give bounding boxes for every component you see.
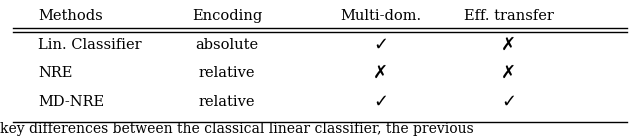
Text: MD-NRE: MD-NRE xyxy=(38,95,104,109)
Text: ✓: ✓ xyxy=(373,36,388,54)
Text: Eff. transfer: Eff. transfer xyxy=(464,9,554,23)
Text: ✓: ✓ xyxy=(501,93,516,111)
Text: ✓: ✓ xyxy=(373,93,388,111)
Text: Methods: Methods xyxy=(38,9,103,23)
Text: ✗: ✗ xyxy=(501,36,516,54)
Text: key differences between the classical linear classifier, the previous: key differences between the classical li… xyxy=(0,122,474,136)
Text: ✗: ✗ xyxy=(501,64,516,82)
Text: ✗: ✗ xyxy=(373,64,388,82)
Text: relative: relative xyxy=(199,95,255,109)
Text: absolute: absolute xyxy=(196,38,259,52)
Text: Multi-dom.: Multi-dom. xyxy=(340,9,421,23)
Text: Encoding: Encoding xyxy=(192,9,262,23)
Text: NRE: NRE xyxy=(38,66,73,80)
Text: Lin. Classifier: Lin. Classifier xyxy=(38,38,142,52)
Text: relative: relative xyxy=(199,66,255,80)
